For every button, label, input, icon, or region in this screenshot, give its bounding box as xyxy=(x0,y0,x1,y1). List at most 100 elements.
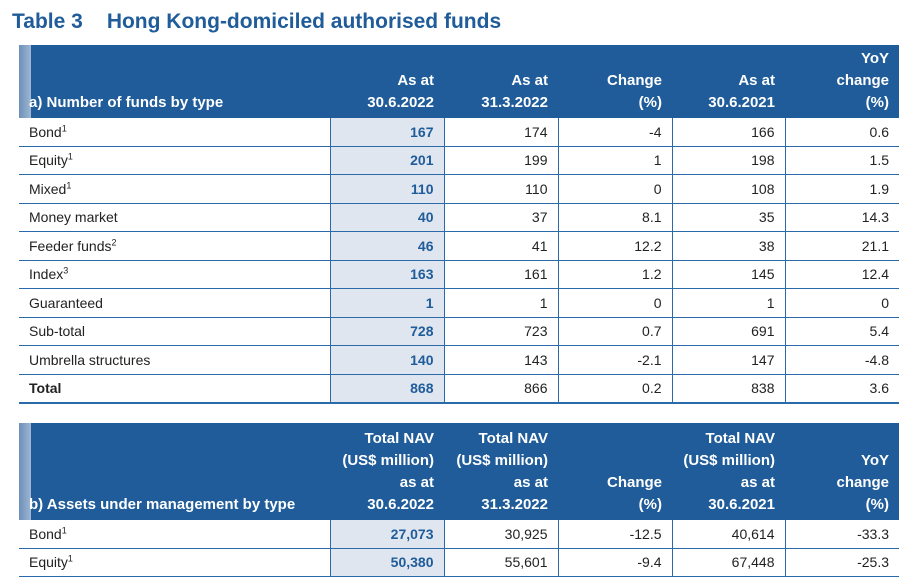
header-line: a) Number of funds by type xyxy=(29,94,224,111)
value-cell: -4 xyxy=(557,118,672,147)
row-label-text: Bond xyxy=(29,123,62,140)
row-label: Umbrella structures xyxy=(19,345,330,375)
column-header: YoY change (%) xyxy=(785,45,899,118)
row-label: Sub-total xyxy=(19,317,330,346)
header-line: 30.6.2022 xyxy=(367,496,434,513)
value-cell: 1 xyxy=(557,146,672,175)
value-cell: 1.5 xyxy=(784,146,899,175)
value-cell: -12.5 xyxy=(557,520,672,549)
value-cell: -25.3 xyxy=(784,548,899,577)
header-row: b) Assets under management by type Total … xyxy=(19,423,899,520)
header-line: As at xyxy=(511,72,548,89)
value-cell: 38 xyxy=(671,231,785,261)
row-label-text: Mixed xyxy=(29,180,67,197)
row-label: Equity1 xyxy=(19,548,330,577)
header-line: (US$ million) xyxy=(683,452,775,469)
aum-by-type-body: Bond1 27,073 30,925 -12.5 40,614 -33.3 Equity1… xyxy=(19,520,899,577)
row-label-text: Equity xyxy=(29,554,68,571)
header-line: change xyxy=(836,72,889,89)
value-cell: 166 xyxy=(671,118,785,147)
header-line: 30.6.2022 xyxy=(367,94,434,111)
value-cell: 35 xyxy=(671,203,785,232)
value-cell: 67,448 xyxy=(671,548,785,577)
header-line: (US$ million) xyxy=(456,452,548,469)
header-line: As at xyxy=(738,72,775,89)
header-line: Total NAV xyxy=(478,430,548,447)
value-cell: 1.2 xyxy=(557,260,672,289)
footnote-marker: 3 xyxy=(63,265,69,276)
value-cell: -33.3 xyxy=(784,520,899,549)
row-label-text: Total xyxy=(29,380,62,397)
table-row: Bond1 167 174 -4 166 0.6 xyxy=(19,118,899,147)
funds-by-type-header: a) Number of funds by type As at 30.6.2022… xyxy=(19,45,899,118)
value-cell: -9.4 xyxy=(557,548,672,577)
value-cell: 691 xyxy=(671,317,785,346)
header-line: YoY xyxy=(860,50,889,67)
aum-by-type-table: b) Assets under management by type Total … xyxy=(19,423,899,577)
value-cell: 12.2 xyxy=(557,231,672,261)
table-title-text: Hong Kong-domiciled authorised funds xyxy=(106,10,502,33)
value-cell: 147 xyxy=(671,345,785,375)
column-header: Total NAV (US$ million) as at 30.6.2021 xyxy=(672,423,785,520)
column-header: Total NAV (US$ million) as at 31.3.2022 xyxy=(444,423,558,520)
value-cell: 50,380 xyxy=(329,548,444,577)
value-cell: 3.6 xyxy=(784,374,899,404)
value-cell: 174 xyxy=(443,118,558,147)
value-cell: 40,614 xyxy=(671,520,785,549)
table-row: Total 868 866 0.2 838 3.6 xyxy=(19,374,899,404)
row-label-text: Umbrella structures xyxy=(29,351,151,368)
header-line: Total NAV xyxy=(364,430,434,447)
aum-by-type-header: b) Assets under management by type Total … xyxy=(19,423,899,520)
funds-by-type-table: a) Number of funds by type As at 30.6.2022… xyxy=(19,45,899,404)
header-line: Total NAV xyxy=(705,430,775,447)
header-line: 31.3.2022 xyxy=(481,496,548,513)
value-cell: 838 xyxy=(671,374,785,404)
value-cell: 108 xyxy=(671,174,785,204)
column-header: Change (%) xyxy=(558,45,672,118)
row-label: Bond1 xyxy=(19,520,330,549)
table-row: Sub-total 728 723 0.7 691 5.4 xyxy=(19,317,899,346)
value-cell: 5.4 xyxy=(784,317,899,346)
table-row: Equity1 50,380 55,601 -9.4 67,448 -25.3 xyxy=(19,548,899,577)
footnote-marker: 1 xyxy=(61,525,67,536)
value-cell: 0 xyxy=(557,288,672,318)
header-line: (%) xyxy=(865,94,889,111)
table-row: Bond1 27,073 30,925 -12.5 40,614 -33.3 xyxy=(19,520,899,549)
header-stripe xyxy=(19,423,31,520)
footnote-marker: 1 xyxy=(61,123,67,134)
row-label: Index3 xyxy=(19,260,330,289)
value-cell: 27,073 xyxy=(329,520,444,549)
column-header: As at 30.6.2021 xyxy=(672,45,785,118)
column-header: Total NAV (US$ million) as at 30.6.2022 xyxy=(330,423,444,520)
row-label-text: Bond xyxy=(29,525,62,542)
value-cell: 12.4 xyxy=(784,260,899,289)
value-cell: 110 xyxy=(443,174,558,204)
value-cell: 40 xyxy=(329,203,444,232)
value-cell: 1 xyxy=(443,288,558,318)
value-cell: -2.1 xyxy=(557,345,672,375)
value-cell: 8.1 xyxy=(557,203,672,232)
value-cell: 0.7 xyxy=(557,317,672,346)
value-cell: 0 xyxy=(784,288,899,318)
header-line: (%) xyxy=(865,496,889,513)
row-label: Money market xyxy=(19,203,330,232)
value-cell: 1 xyxy=(329,288,444,318)
section-heading: a) Number of funds by type xyxy=(19,45,330,118)
footnote-marker: 2 xyxy=(111,237,117,248)
value-cell: 728 xyxy=(329,317,444,346)
row-label-text: Sub-total xyxy=(29,323,86,340)
header-line: As at xyxy=(397,72,434,89)
row-label: Feeder funds2 xyxy=(19,231,330,261)
row-label: Guaranteed xyxy=(19,288,330,318)
header-line: (US$ million) xyxy=(342,452,434,469)
header-line: 30.6.2021 xyxy=(708,94,775,111)
row-label: Mixed1 xyxy=(19,174,330,204)
column-header: As at 31.3.2022 xyxy=(444,45,558,118)
row-label-text: Feeder funds xyxy=(29,237,112,254)
value-cell: -4.8 xyxy=(784,345,899,375)
value-cell: 46 xyxy=(329,231,444,261)
value-cell: 1.9 xyxy=(784,174,899,204)
table-title: Table 3 Hong Kong-domiciled authorised fu… xyxy=(12,10,501,34)
value-cell: 1 xyxy=(671,288,785,318)
value-cell: 0.6 xyxy=(784,118,899,147)
